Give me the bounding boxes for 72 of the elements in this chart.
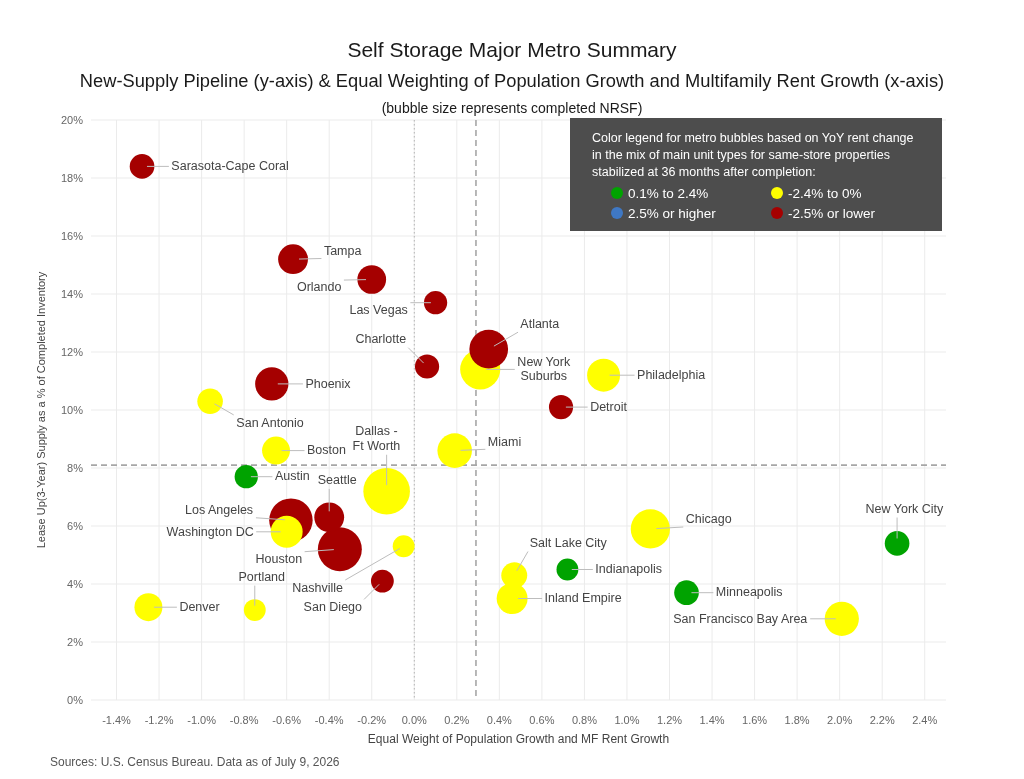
text: (bubble size represents completed NRSF): [381, 100, 643, 116]
x-tick-label: -0.8%: [229, 714, 259, 726]
annotation: Washington DC: [166, 524, 254, 539]
y-tick-label: 12%: [60, 346, 84, 358]
annotation: Chicago: [685, 512, 732, 527]
annotation: Detroit: [590, 399, 628, 414]
x-tick-label: 0.2%: [444, 714, 470, 726]
annotation: San Francisco Bay Area: [673, 611, 808, 626]
chart-subtitle: New-Supply Pipeline (y-axis) & Equal Weighting of Population Growth and Multifamily Rent Growth (x-axis): [79, 70, 945, 91]
annotation: San Antonio: [236, 415, 304, 430]
x-tick-label: -0.2%: [357, 714, 387, 726]
annotation: Inland Empire: [544, 591, 622, 606]
annotation: Las Vegas: [349, 302, 408, 317]
annotation: Tampa: [323, 243, 362, 258]
y-tick-label: 18%: [60, 172, 84, 184]
y-tick-label: 14%: [60, 288, 84, 300]
annotation: Indianapolis: [595, 562, 663, 577]
y-tick-label: 0%: [67, 694, 84, 706]
x-tick-label: 1.0%: [614, 714, 640, 726]
annotation: Miami: [487, 434, 522, 449]
x-tick-label: 0.8%: [571, 714, 598, 726]
source-note: Sources: U.S. Census Bureau. Data as of July 9, 2026: [50, 755, 340, 769]
annotation: Minneapolis: [715, 585, 783, 600]
x-axis-title: Equal Weight of Population Growth and MF Rent Growth: [367, 732, 670, 746]
annotation: Salt Lake City: [529, 535, 608, 550]
annotation: Dallas - Ft Worth: [352, 424, 401, 453]
annotation: Phoenix: [305, 376, 352, 391]
annotation: Seattle: [317, 472, 357, 487]
legend-label: 0.1% to 2.4%: [628, 185, 709, 201]
y-tick-label: 4%: [67, 578, 84, 590]
legend-title: Color legend for metro bubbles based on YoY rent change in the mix of main unit types for same-store properties stabilized at 36 months after completion:: [592, 131, 914, 179]
x-tick-label: 0.4%: [486, 714, 513, 726]
x-tick-label: -0.4%: [314, 714, 344, 726]
annotation: Los Angeles: [185, 503, 254, 518]
annotation: Denver: [179, 599, 220, 614]
annotation: Boston: [307, 443, 346, 458]
annotation: Sarasota-Cape Coral: [171, 159, 289, 174]
x-tick-label: 0.6%: [529, 714, 555, 726]
x-tick-label: 1.6%: [742, 714, 768, 726]
x-tick-label: 2.2%: [869, 714, 895, 726]
y-tick-label: 20%: [60, 114, 84, 126]
y-tick-label: 10%: [60, 404, 84, 416]
annotation: Philadelphia: [637, 367, 706, 382]
x-tick-label: 1.2%: [656, 714, 683, 726]
annotation: San Diego: [303, 600, 363, 615]
annotation: Atlanta: [520, 316, 560, 331]
annotation: Houston: [255, 551, 303, 566]
annotation: New York City: [865, 501, 945, 516]
annotation: New York Suburbs: [517, 354, 571, 384]
y-axis-title: Lease Up(3-Year) Supply as a % of Completed Inventory: [35, 271, 47, 549]
x-tick-label: 0.0%: [401, 714, 428, 726]
x-tick-label: -1.4%: [102, 714, 132, 726]
y-tick-label: 16%: [60, 230, 84, 242]
annotation: Nashville: [292, 580, 343, 595]
annotation: Orlando: [296, 280, 342, 295]
legend-label: -2.5% or lower: [788, 205, 876, 221]
x-tick-label: -0.6%: [272, 714, 302, 726]
x-tick-label: 1.8%: [784, 714, 810, 726]
x-tick-label: 2.4%: [912, 714, 938, 726]
x-tick-label: 2.0%: [827, 714, 853, 726]
x-tick-label: -1.2%: [144, 714, 174, 726]
y-tick-label: 2%: [67, 636, 84, 648]
y-tick-label: 6%: [67, 520, 84, 532]
chart-title: Self Storage Major Metro Summary: [347, 38, 678, 61]
x-tick-label: -1.0%: [187, 714, 217, 726]
annotation: Charlotte: [355, 332, 407, 347]
annotation: Portland: [238, 569, 286, 584]
x-tick-label: 1.4%: [699, 714, 725, 726]
annotation: Austin: [274, 469, 310, 484]
legend-label: -2.4% to 0%: [788, 185, 862, 201]
y-tick-label: 8%: [67, 462, 84, 474]
legend-label: 2.5% or higher: [628, 205, 717, 221]
